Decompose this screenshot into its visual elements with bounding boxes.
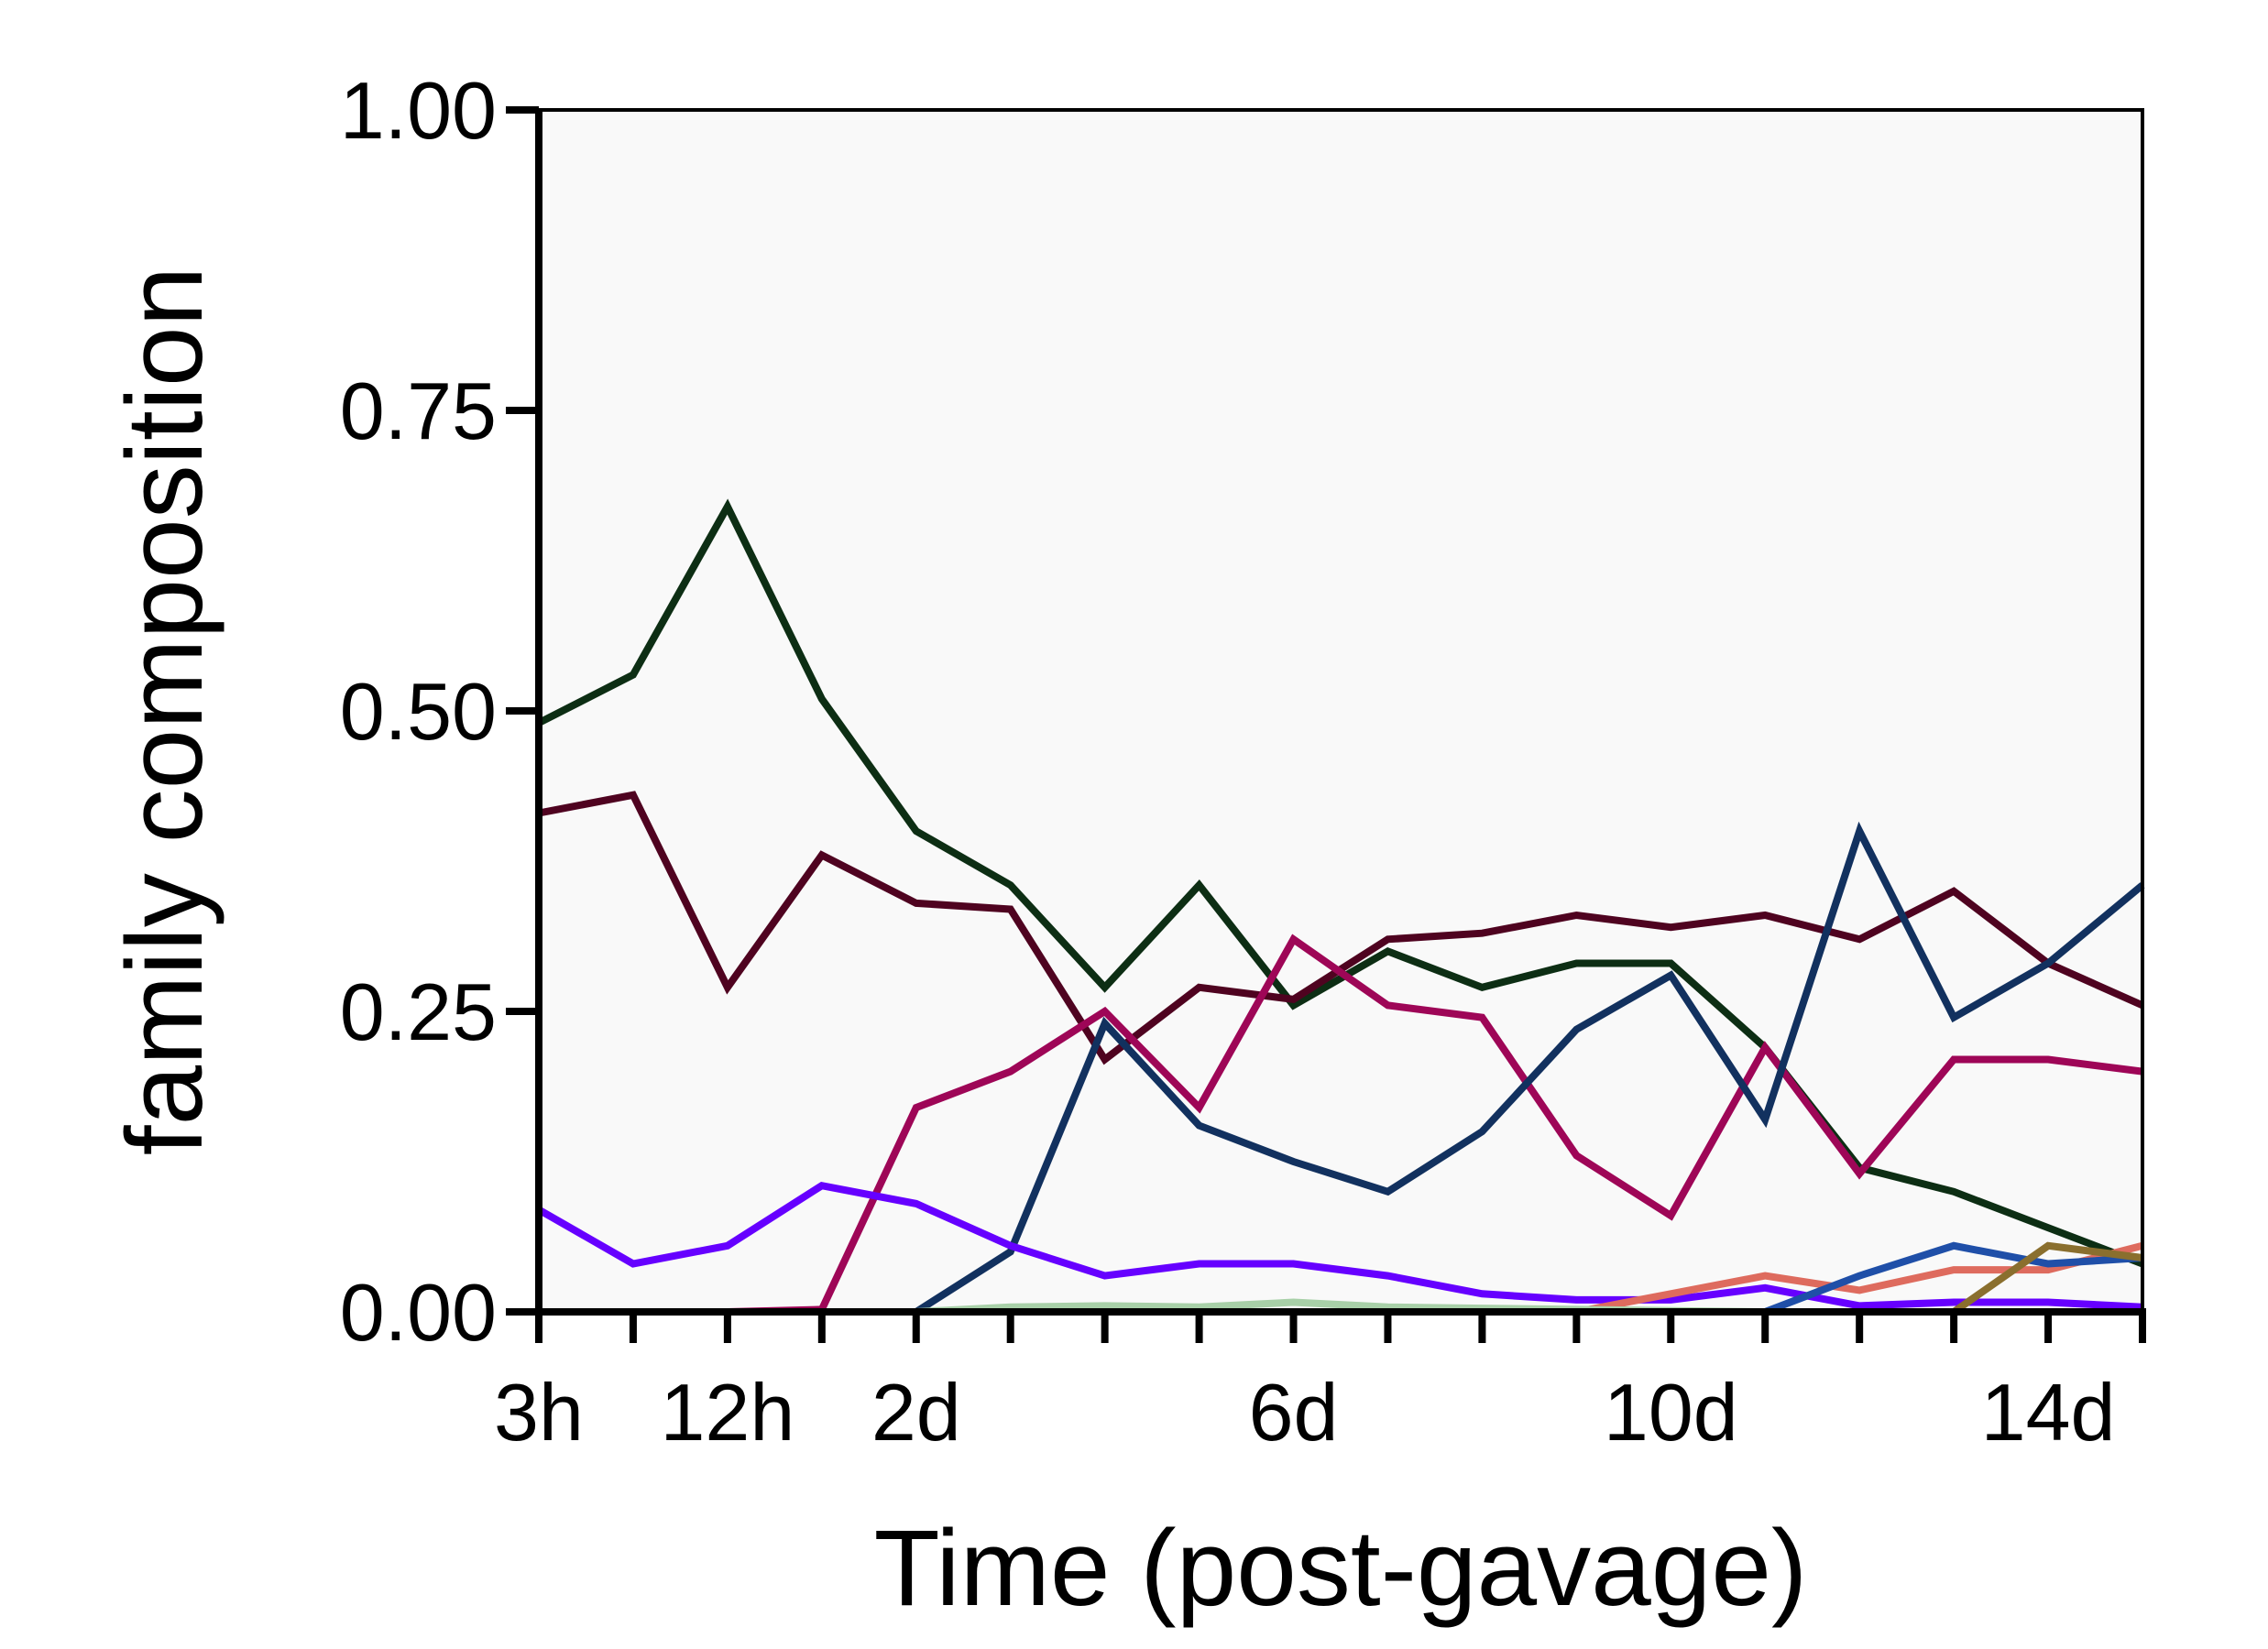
y-tick-label: 0.50 [340,666,497,757]
x-tick-label: 2d [871,1367,961,1458]
x-tick-label: 3h [494,1367,584,1458]
y-axis-title: family composition [104,267,225,1156]
y-ticks: 0.00 0.25 0.50 0.75 1.00 [340,65,539,1358]
x-tick-label: 10d [1604,1367,1738,1458]
x-tick-label: 6d [1249,1367,1339,1458]
series-line [537,1181,2143,1311]
y-tick-label: 0.00 [340,1267,497,1358]
x-axis-title: Time (post-gavage) [874,1508,1808,1629]
plot-background [539,110,2142,1312]
x-ticks: 3h 12h 2d 6d 10d 14d [494,1312,2146,1458]
y-tick-label: 0.25 [340,966,497,1057]
x-tick-label: 14d [1981,1367,2116,1458]
y-tick-label: 0.75 [340,366,497,456]
x-tick-label: 12h [660,1367,794,1458]
series-line [537,498,2144,1268]
y-tick-label: 1.00 [340,65,497,156]
